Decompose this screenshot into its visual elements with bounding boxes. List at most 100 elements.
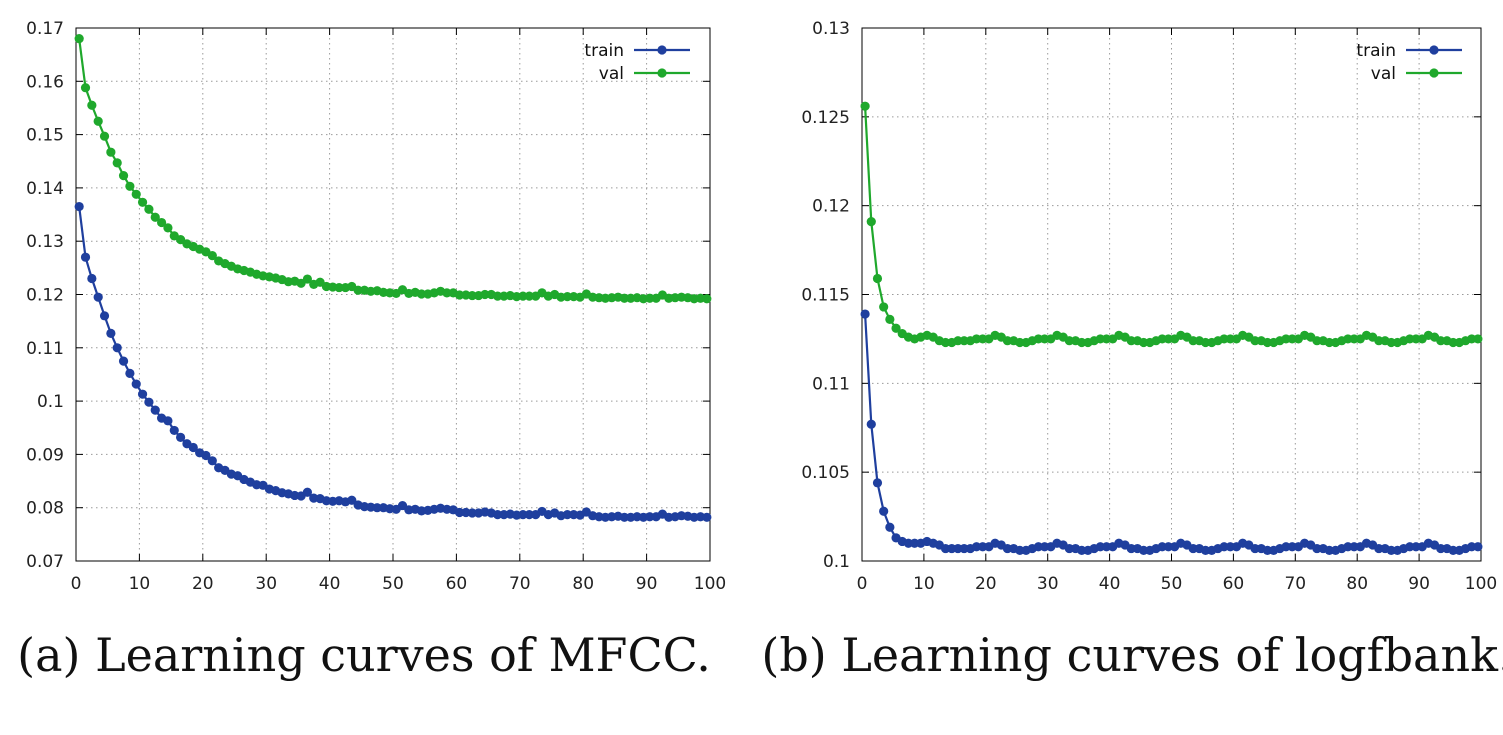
y-tick-label: 0.13 <box>812 19 850 39</box>
data-point-train <box>125 368 135 378</box>
data-point-val <box>860 101 870 111</box>
data-point-train <box>885 522 895 532</box>
legend-label-val: val <box>599 64 624 84</box>
x-tick-label: 90 <box>636 574 658 594</box>
data-point-train <box>302 487 313 497</box>
y-tick-label: 0.11 <box>26 339 64 359</box>
data-point-train <box>80 252 91 262</box>
data-point-val <box>144 204 154 214</box>
data-point-train <box>118 356 129 366</box>
data-point-train <box>74 201 84 212</box>
data-point-val <box>416 289 427 299</box>
data-point-val <box>518 291 528 301</box>
data-point-train <box>99 311 110 321</box>
data-point-val <box>891 323 901 333</box>
x-tick-label: 40 <box>319 574 341 594</box>
x-tick-label: 20 <box>975 574 997 594</box>
data-point-train <box>163 416 173 426</box>
data-point-val <box>645 293 655 303</box>
data-point-train <box>131 379 141 389</box>
data-point-train <box>93 292 103 302</box>
legend-label-train: train <box>584 41 624 61</box>
data-point-val <box>866 217 876 227</box>
data-point-train <box>207 456 217 466</box>
x-tick-label: 80 <box>1346 574 1368 594</box>
data-point-val <box>106 147 116 157</box>
y-tick-label: 0.08 <box>26 499 64 519</box>
data-point-val <box>131 189 141 199</box>
legend-marker-val <box>657 68 667 78</box>
data-point-val <box>112 158 122 168</box>
data-point-val <box>480 289 490 300</box>
x-tick-label: 50 <box>382 574 404 594</box>
data-point-train <box>562 510 572 520</box>
data-point-val <box>125 181 135 191</box>
data-point-train <box>188 442 198 453</box>
data-point-train <box>87 273 97 284</box>
data-point-train <box>518 510 528 520</box>
x-tick-label: 100 <box>1465 574 1497 594</box>
data-point-val <box>334 282 344 293</box>
data-point-val <box>207 250 217 261</box>
data-point-val <box>702 294 712 304</box>
chart-caption: (b) Learning curves of logfbank. <box>761 628 1503 682</box>
series-val <box>74 34 712 304</box>
y-tick-label: 0.125 <box>801 108 850 128</box>
y-tick-label: 0.115 <box>801 286 850 306</box>
data-point-val <box>93 116 103 126</box>
legend-marker-train <box>657 45 667 55</box>
y-tick-label: 0.16 <box>26 72 64 92</box>
data-point-val <box>885 314 895 324</box>
data-point-train <box>144 397 154 407</box>
x-tick-label: 60 <box>446 574 468 594</box>
data-point-val <box>163 223 173 233</box>
x-tick-label: 10 <box>129 574 151 594</box>
data-point-train <box>879 506 889 516</box>
data-point-train <box>860 309 870 319</box>
legend: train val <box>584 41 690 84</box>
x-tick-label: 70 <box>1284 574 1306 594</box>
data-point-val <box>467 290 477 301</box>
data-point-val <box>442 288 452 298</box>
data-point-train <box>645 512 655 522</box>
data-point-val <box>137 197 148 207</box>
legend-marker-val <box>1429 68 1439 78</box>
y-tick-label: 0.07 <box>26 552 64 572</box>
y-tick-label: 0.17 <box>26 19 64 39</box>
data-point-val <box>150 212 160 222</box>
data-point-val <box>118 171 129 181</box>
data-point-val <box>562 292 572 302</box>
data-point-val <box>99 131 110 141</box>
data-point-val <box>619 293 630 303</box>
data-point-train <box>454 507 465 518</box>
data-point-val <box>156 217 167 228</box>
chart-mfcc: 0 10 20 30 40 50 60 70 80 90 100 0.07 0.08 0.09 0.1 0.1… <box>17 19 726 682</box>
series-train <box>74 201 712 522</box>
data-point-val <box>1473 334 1483 344</box>
x-tick-label: 90 <box>1408 574 1430 594</box>
legend-marker-train <box>1429 45 1439 55</box>
data-point-val <box>302 274 313 284</box>
chart-caption: (a) Learning curves of MFCC. <box>17 628 711 682</box>
data-point-val <box>879 302 889 312</box>
x-tick-label: 30 <box>1037 574 1059 594</box>
chart-logfbank: 0 10 20 30 40 50 60 70 80 90 100 0.1 0.105 0.11 0.115 0… <box>761 19 1503 682</box>
data-point-val <box>353 285 363 295</box>
data-point-train <box>137 389 148 399</box>
data-point-train <box>866 419 876 429</box>
legend-label-train: train <box>1356 41 1396 61</box>
x-tick-label: 50 <box>1161 574 1183 594</box>
y-tick-label: 0.1 <box>823 552 850 572</box>
data-point-train <box>372 503 382 513</box>
x-tick-label: 70 <box>509 574 531 594</box>
y-tick-label: 0.15 <box>26 126 64 146</box>
y-tick-label: 0.1 <box>37 392 64 412</box>
data-point-train <box>106 328 116 339</box>
x-tick-label: 30 <box>255 574 277 594</box>
data-point-train <box>872 478 883 488</box>
legend-label-val: val <box>1371 64 1396 84</box>
y-tick-label: 0.12 <box>26 286 64 306</box>
x-tick-label: 0 <box>857 574 868 594</box>
legend: train val <box>1356 41 1462 84</box>
